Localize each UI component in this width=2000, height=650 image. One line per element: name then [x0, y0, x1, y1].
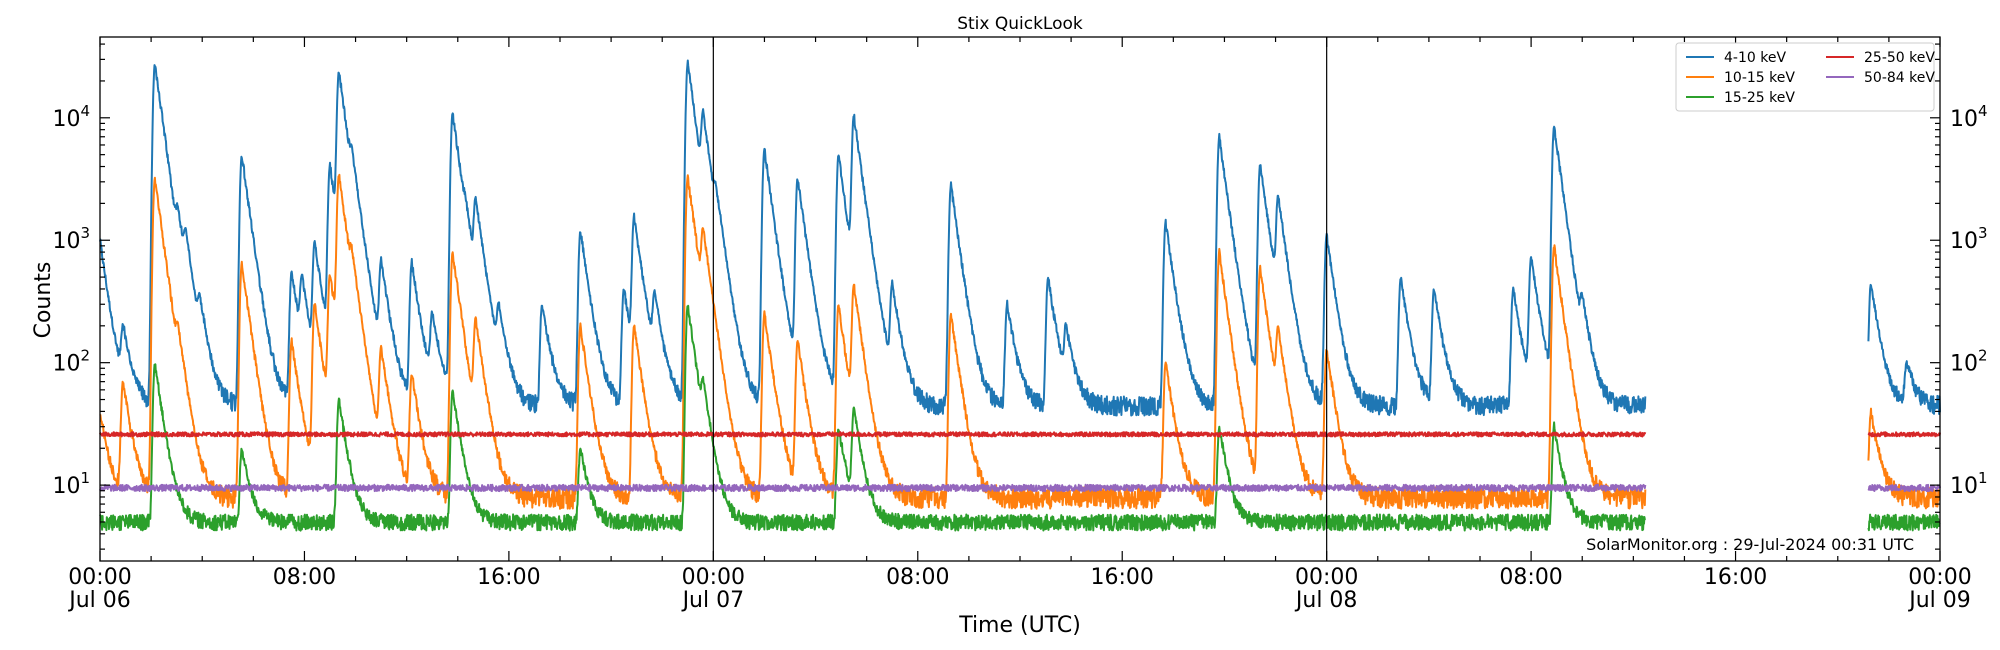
series-line-15-25-keV: [99, 304, 1647, 532]
legend-box: [1675, 42, 1935, 112]
series-line-25-50-keV: [1867, 431, 1941, 438]
series-line-10-15-keV: [1867, 407, 1941, 510]
x-tick-label: 08:00: [1499, 565, 1562, 590]
plot-frame: [99, 36, 1941, 562]
y-tick-label-right: 102: [1950, 347, 1988, 377]
series-line-50-84-keV: [99, 483, 1647, 493]
series-line-4-10-keV: [1867, 283, 1941, 415]
y-tick-label: 101: [52, 469, 90, 499]
legend-label: 25-50 keV: [1864, 50, 1935, 66]
series-line-4-10-keV: [99, 59, 1647, 417]
chart-title: Stix QuickLook: [957, 14, 1083, 34]
y-tick-label-right: 103: [1950, 224, 1988, 254]
series-line-15-25-keV: [1867, 513, 1941, 532]
y-tick-label: 102: [52, 347, 90, 377]
legend-label: 15-25 keV: [1724, 90, 1795, 106]
y-tick-label-right: 104: [1950, 102, 1988, 132]
series-line-25-50-keV: [99, 431, 1647, 438]
x-tick-label: 16:00: [477, 565, 540, 590]
legend-label: 4-10 keV: [1724, 50, 1786, 66]
y-tick-label-right: 101: [1950, 469, 1988, 499]
x-tick-label: 00:00: [682, 565, 745, 590]
legend: 4-10 keV 10-15 keV 15-25 keV 25-50 keV 50-84…: [1675, 42, 1935, 112]
x-tick-label: 00:00: [1295, 565, 1358, 590]
y-axis-label: Counts: [31, 262, 56, 339]
plot-lines: [99, 59, 1941, 532]
y-tick-label: 104: [52, 102, 90, 132]
x-tick-label: 08:00: [273, 565, 336, 590]
series-line-50-84-keV: [1867, 483, 1941, 493]
footer-credit: SolarMonitor.org : 29-Jul-2024 00:31 UTC: [1586, 535, 1914, 554]
x-tick-label: 08:00: [886, 565, 949, 590]
x-tick-date-label: Jul 08: [1294, 588, 1358, 613]
x-tick-date-label: Jul 07: [681, 588, 745, 613]
x-tick-label: 16:00: [1704, 565, 1767, 590]
series-line-10-15-keV: [99, 173, 1647, 510]
x-tick-date-label: Jul 09: [1907, 588, 1971, 613]
x-axis-label: Time (UTC): [958, 613, 1081, 638]
x-tick-label: 00:00: [68, 565, 131, 590]
x-tick-label: 00:00: [1908, 565, 1971, 590]
x-tick-date-label: Jul 06: [67, 588, 131, 613]
legend-label: 50-84 keV: [1864, 70, 1935, 86]
x-tick-label: 16:00: [1091, 565, 1154, 590]
legend-label: 10-15 keV: [1724, 70, 1795, 86]
y-tick-label: 103: [52, 224, 90, 254]
